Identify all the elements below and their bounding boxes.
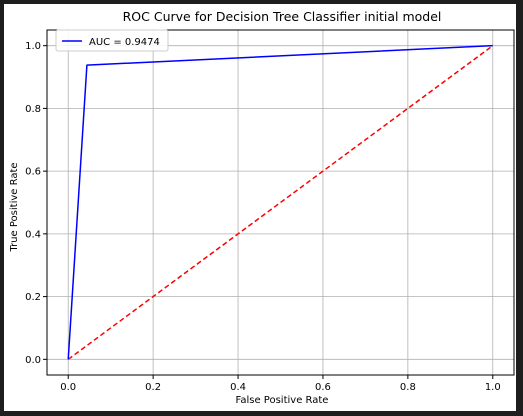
chart-title: ROC Curve for Decision Tree Classifier i… [123,9,442,24]
y-tick-label: 0.8 [25,104,41,115]
legend-box [55,29,169,52]
roc-chart: ROC Curve for Decision Tree Classifier i… [9,9,515,406]
y-tick-label: 1.0 [25,41,41,52]
legend: AUC = 0.9474 [55,29,169,52]
axis-ticks: 0.0 0.2 0.4 0.6 0.8 1.0 0.0 0.2 0.4 0.6 0.8 1.0 [25,41,501,393]
roc-curve-line [67,44,493,360]
x-tick-label: 0.8 [400,382,416,393]
plot-area-frame [46,29,515,376]
x-tick-label: 0.2 [145,382,161,393]
y-tick-label: 0.6 [25,167,41,178]
legend-label-roc: AUC = 0.9474 [89,37,160,48]
chart-figure: ROC Curve for Decision Tree Classifier i… [4,4,516,411]
y-tick-label: 0.0 [25,355,41,366]
x-tick-label: 1.0 [485,382,501,393]
y-tick-label: 0.4 [25,229,41,240]
x-axis-label: False Positive Rate [236,395,329,406]
series-layer [67,44,494,360]
x-tick-label: 0.6 [315,382,331,393]
chance-diagonal-line [67,45,494,360]
y-tick-label: 0.2 [25,292,41,303]
x-tick-label: 0.4 [230,382,246,393]
x-tick-label: 0.0 [60,382,76,393]
y-axis-label: True Positive Rate [9,162,20,252]
